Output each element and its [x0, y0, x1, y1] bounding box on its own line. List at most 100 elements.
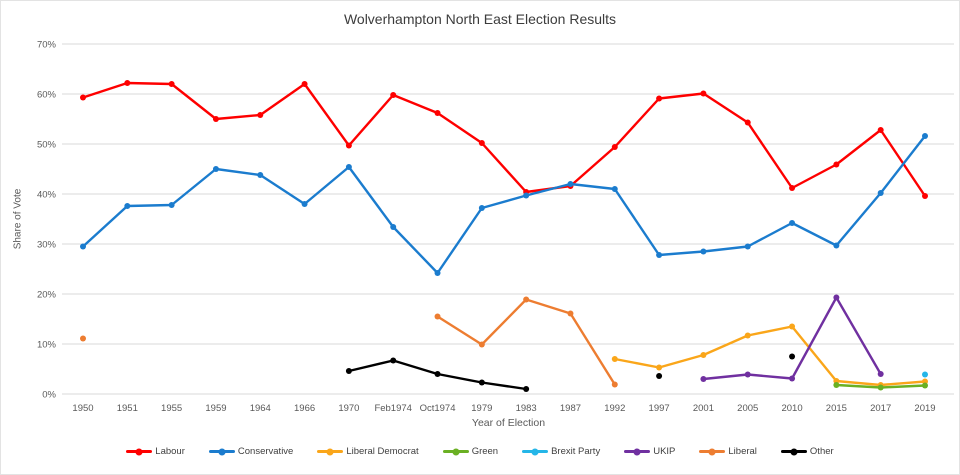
data-point-labour-1997: [656, 95, 663, 102]
legend-label-other: Other: [809, 446, 834, 457]
series-other: [345, 353, 796, 392]
legend-dot-icon: [135, 448, 143, 456]
x-tick-label: 2001: [693, 403, 714, 414]
x-tick-label: 1979: [471, 403, 492, 414]
data-point-other-1983: [523, 386, 530, 392]
legend-marker-green: [442, 448, 469, 456]
legend-item-conservative: Conservative: [208, 446, 294, 457]
data-point-conservative-1951: [124, 203, 131, 209]
data-point-labour-1966: [301, 81, 308, 87]
y-tick-label: 50%: [37, 140, 57, 151]
y-tick-label: 0%: [42, 390, 56, 401]
data-point-ukip-2005: [744, 371, 751, 378]
chart-title: Wolverhampton North East Election Result…: [343, 11, 617, 27]
legend-label-conservative: Conservative: [237, 446, 294, 457]
series-labour: [80, 80, 928, 199]
data-point-other-1970: [345, 368, 352, 374]
data-point-labour-2015: [833, 161, 840, 168]
data-point-labour-2017: [877, 127, 884, 133]
data-point-conservative-1959: [212, 166, 219, 172]
data-point-labour-1970: [345, 142, 352, 149]
data-point-liberal-democrat-2010: [789, 323, 796, 330]
y-tick-label: 60%: [37, 90, 57, 101]
data-point-conservative-2017: [877, 190, 884, 196]
data-point-labour-1979: [478, 140, 485, 146]
legend-item-labour: Labour: [126, 447, 185, 457]
data-point-green-2017: [877, 384, 884, 391]
data-point-liberal-democrat-1997: [656, 364, 663, 371]
data-point-conservative-feb1974: [390, 224, 397, 230]
data-point-liberal-democrat-1992: [611, 356, 618, 362]
data-point-conservative-1987: [567, 181, 574, 187]
x-tick-label: 1950: [72, 403, 93, 414]
x-tick-label: Feb1974: [374, 403, 412, 414]
data-point-labour-1959: [212, 116, 219, 122]
data-point-other-1997: [656, 373, 663, 379]
gridlines: [62, 43, 954, 395]
data-point-labour-2005: [744, 119, 751, 126]
legend-label-labour: Labour: [155, 446, 185, 457]
legend-label-ukip: UKIP: [653, 446, 676, 457]
data-point-liberal-democrat-2005: [744, 332, 751, 339]
x-tick-label: 1987: [560, 403, 581, 414]
data-point-ukip-2015: [833, 294, 840, 301]
data-point-labour-oct1974: [434, 110, 441, 116]
legend-dot-icon: [633, 448, 641, 456]
data-point-liberal-1983: [523, 296, 530, 303]
series-green: [833, 382, 928, 391]
series-ukip: [700, 294, 884, 382]
x-tick-label: 1970: [338, 403, 359, 414]
x-tick-label: 2019: [914, 403, 935, 414]
series-line-labour: [81, 81, 927, 198]
data-point-labour-1950: [80, 94, 86, 101]
data-point-conservative-1955: [168, 202, 175, 208]
x-axis-title: Year of Election: [471, 417, 546, 429]
data-point-green-2019: [922, 382, 928, 389]
series-line-ukip: [702, 296, 882, 381]
legend-marker-brexit-party: [522, 448, 549, 456]
data-point-labour-2010: [789, 185, 796, 191]
legend-marker-liberal: [699, 448, 726, 456]
legend-dot-icon: [531, 448, 539, 456]
x-tick-label: 1992: [604, 403, 625, 414]
legend-label-brexit-party: Brexit Party: [551, 446, 601, 457]
legend-dot-icon: [708, 448, 716, 456]
data-point-labour-1964: [257, 112, 264, 118]
y-tick-label: 20%: [37, 290, 57, 301]
legend-item-liberal: Liberal: [699, 447, 757, 457]
x-tick-label: 2015: [826, 403, 847, 414]
series-line-liberal: [436, 298, 616, 386]
series-liberal: [80, 296, 618, 388]
x-tick-label: 1966: [294, 403, 315, 414]
data-point-liberal-democrat-2001: [700, 352, 707, 358]
data-point-conservative-2001: [700, 248, 707, 255]
legend-marker-labour: [126, 448, 153, 456]
x-tick-label: 1951: [117, 403, 138, 414]
data-point-conservative-2015: [833, 242, 840, 249]
series-line-conservative: [81, 134, 927, 275]
data-point-brexit-party-2019: [922, 371, 928, 378]
legend-dot-icon: [790, 448, 798, 456]
data-point-labour-1951: [124, 80, 131, 86]
y-axis-tick-labels: 0% 10% 20% 30% 40% 50% 60% 70%: [37, 40, 57, 401]
legend: Labour Conservative Liberal Democrat Green B…: [0, 447, 960, 457]
y-tick-label: 10%: [37, 340, 57, 351]
data-point-other-1979: [478, 379, 485, 386]
y-tick-label: 70%: [37, 40, 57, 51]
legend-marker-other: [780, 448, 807, 456]
data-point-labour-2001: [700, 90, 707, 97]
data-point-green-2015: [833, 382, 840, 388]
data-point-conservative-1970: [345, 164, 352, 170]
x-tick-label: 1964: [250, 403, 271, 414]
legend-item-liberal-democrat: Liberal Democrat: [317, 447, 419, 457]
data-point-conservative-1983: [523, 192, 530, 199]
legend-item-green: Green: [442, 447, 498, 457]
data-point-other-feb1974: [390, 357, 397, 364]
legend-dot-icon: [218, 448, 226, 456]
data-point-conservative-1992: [611, 186, 618, 192]
data-point-liberal-1979: [478, 341, 485, 348]
legend-label-liberal: Liberal: [728, 446, 757, 457]
data-point-conservative-1950: [80, 243, 86, 250]
data-point-ukip-2017: [877, 371, 884, 377]
y-tick-label: 30%: [37, 240, 57, 251]
